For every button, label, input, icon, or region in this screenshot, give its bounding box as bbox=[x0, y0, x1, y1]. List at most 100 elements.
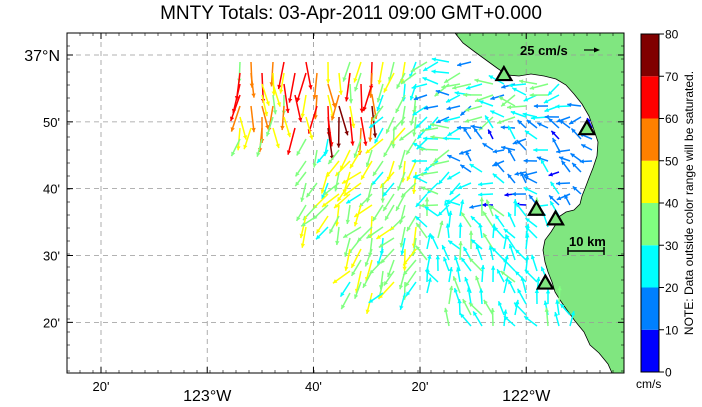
arrow-head-icon bbox=[446, 98, 451, 103]
arrow-head-icon bbox=[406, 291, 411, 297]
arrow-head-icon bbox=[510, 110, 516, 116]
arrow-head-icon bbox=[353, 78, 358, 83]
arrow-head-icon bbox=[406, 226, 411, 232]
arrow-head-icon bbox=[488, 129, 492, 135]
arrow-head-icon bbox=[422, 77, 428, 82]
arrow-head-icon bbox=[256, 152, 261, 157]
current-vector bbox=[280, 105, 285, 131]
current-vector bbox=[478, 182, 494, 187]
current-vector bbox=[383, 138, 395, 158]
current-vector bbox=[560, 160, 571, 173]
current-vector bbox=[362, 83, 373, 112]
arrow-head-icon bbox=[353, 221, 358, 227]
arrow-head-icon bbox=[242, 135, 248, 140]
x-tick-label: 123°W bbox=[183, 388, 232, 405]
arrow-right-icon bbox=[594, 47, 600, 53]
current-vector bbox=[376, 94, 384, 112]
arrow-head-icon bbox=[416, 222, 421, 228]
current-vector bbox=[474, 78, 494, 85]
arrow-head-icon bbox=[333, 187, 339, 192]
arrow-head-icon bbox=[411, 158, 416, 164]
arrow-head-icon bbox=[411, 84, 417, 90]
current-vector bbox=[399, 226, 406, 248]
current-vector bbox=[415, 245, 428, 261]
arrow-head-icon bbox=[552, 137, 557, 143]
arrow-head-icon bbox=[236, 146, 241, 151]
current-vector bbox=[300, 226, 307, 248]
current-vector bbox=[295, 204, 307, 222]
arrow-head-icon bbox=[524, 269, 530, 275]
arrow-head-icon bbox=[343, 233, 348, 238]
arrow-head-icon bbox=[579, 159, 584, 164]
arrow-head-icon bbox=[343, 191, 349, 196]
radar-site-triangle-icon bbox=[494, 64, 514, 82]
current-vector bbox=[462, 298, 472, 316]
arrow-head-icon bbox=[544, 114, 549, 120]
current-vector bbox=[272, 83, 282, 107]
arrow-head-icon bbox=[514, 171, 519, 176]
current-vector bbox=[378, 237, 395, 249]
arrow-head-icon bbox=[549, 195, 554, 200]
arrow-head-icon bbox=[516, 140, 521, 145]
current-vector bbox=[422, 76, 439, 85]
current-vector bbox=[236, 127, 241, 151]
arrow-head-icon bbox=[456, 125, 461, 130]
arrow-head-icon bbox=[460, 313, 465, 318]
arrow-head-icon bbox=[396, 84, 401, 89]
current-vector bbox=[445, 94, 461, 103]
y-tick-label: 37°N bbox=[24, 48, 60, 65]
arrow-head-icon bbox=[382, 191, 388, 197]
arrow-head-icon bbox=[465, 107, 470, 112]
arrow-head-icon bbox=[556, 118, 562, 123]
current-vector bbox=[353, 204, 373, 218]
arrow-head-icon bbox=[536, 276, 541, 282]
arrow-head-icon bbox=[265, 131, 271, 137]
current-vector bbox=[424, 197, 430, 217]
current-vector bbox=[458, 241, 463, 261]
current-vector bbox=[524, 225, 538, 239]
current-vector bbox=[376, 226, 395, 240]
arrow-head-icon bbox=[332, 279, 338, 284]
arrow-head-icon bbox=[299, 233, 304, 239]
current-vector bbox=[336, 182, 351, 202]
current-vector bbox=[320, 171, 329, 194]
current-vector bbox=[479, 197, 485, 217]
arrow-head-icon bbox=[501, 145, 506, 151]
current-vector bbox=[459, 199, 465, 217]
current-vector bbox=[529, 92, 549, 98]
current-vector bbox=[327, 83, 336, 108]
arrow-head-icon bbox=[555, 299, 560, 304]
arrow-head-icon bbox=[523, 187, 529, 192]
current-vector bbox=[342, 226, 362, 239]
arrow-head-icon bbox=[287, 98, 293, 103]
current-vector bbox=[312, 149, 318, 168]
current-vector bbox=[364, 248, 373, 267]
arrow-head-icon bbox=[498, 96, 504, 101]
current-vector bbox=[339, 149, 351, 171]
arrow-head-icon bbox=[351, 263, 356, 268]
current-vector bbox=[507, 212, 516, 228]
current-vector bbox=[547, 117, 560, 129]
current-vector bbox=[512, 87, 527, 96]
colorbar-tick-label: 10 bbox=[665, 323, 679, 337]
arrow-head-icon bbox=[517, 120, 523, 125]
current-vector bbox=[415, 116, 428, 129]
arrow-head-icon bbox=[424, 166, 430, 171]
current-vector bbox=[503, 254, 509, 272]
current-vector bbox=[398, 127, 417, 142]
arrow-head-icon bbox=[515, 299, 520, 305]
arrow-head-icon bbox=[385, 215, 390, 221]
arrow-head-icon bbox=[402, 266, 407, 271]
arrow-head-icon bbox=[485, 199, 491, 205]
current-vector bbox=[422, 61, 439, 72]
arrow-head-icon bbox=[351, 123, 356, 128]
current-vector bbox=[327, 149, 340, 165]
arrow-head-icon bbox=[276, 102, 282, 107]
current-vector bbox=[525, 255, 530, 272]
arrow-head-icon bbox=[372, 216, 377, 222]
arrow-head-icon bbox=[441, 84, 446, 89]
arrow-head-icon bbox=[424, 206, 430, 211]
arrow-head-icon bbox=[399, 305, 404, 310]
current-vector bbox=[540, 158, 549, 173]
current-vector bbox=[354, 281, 362, 300]
